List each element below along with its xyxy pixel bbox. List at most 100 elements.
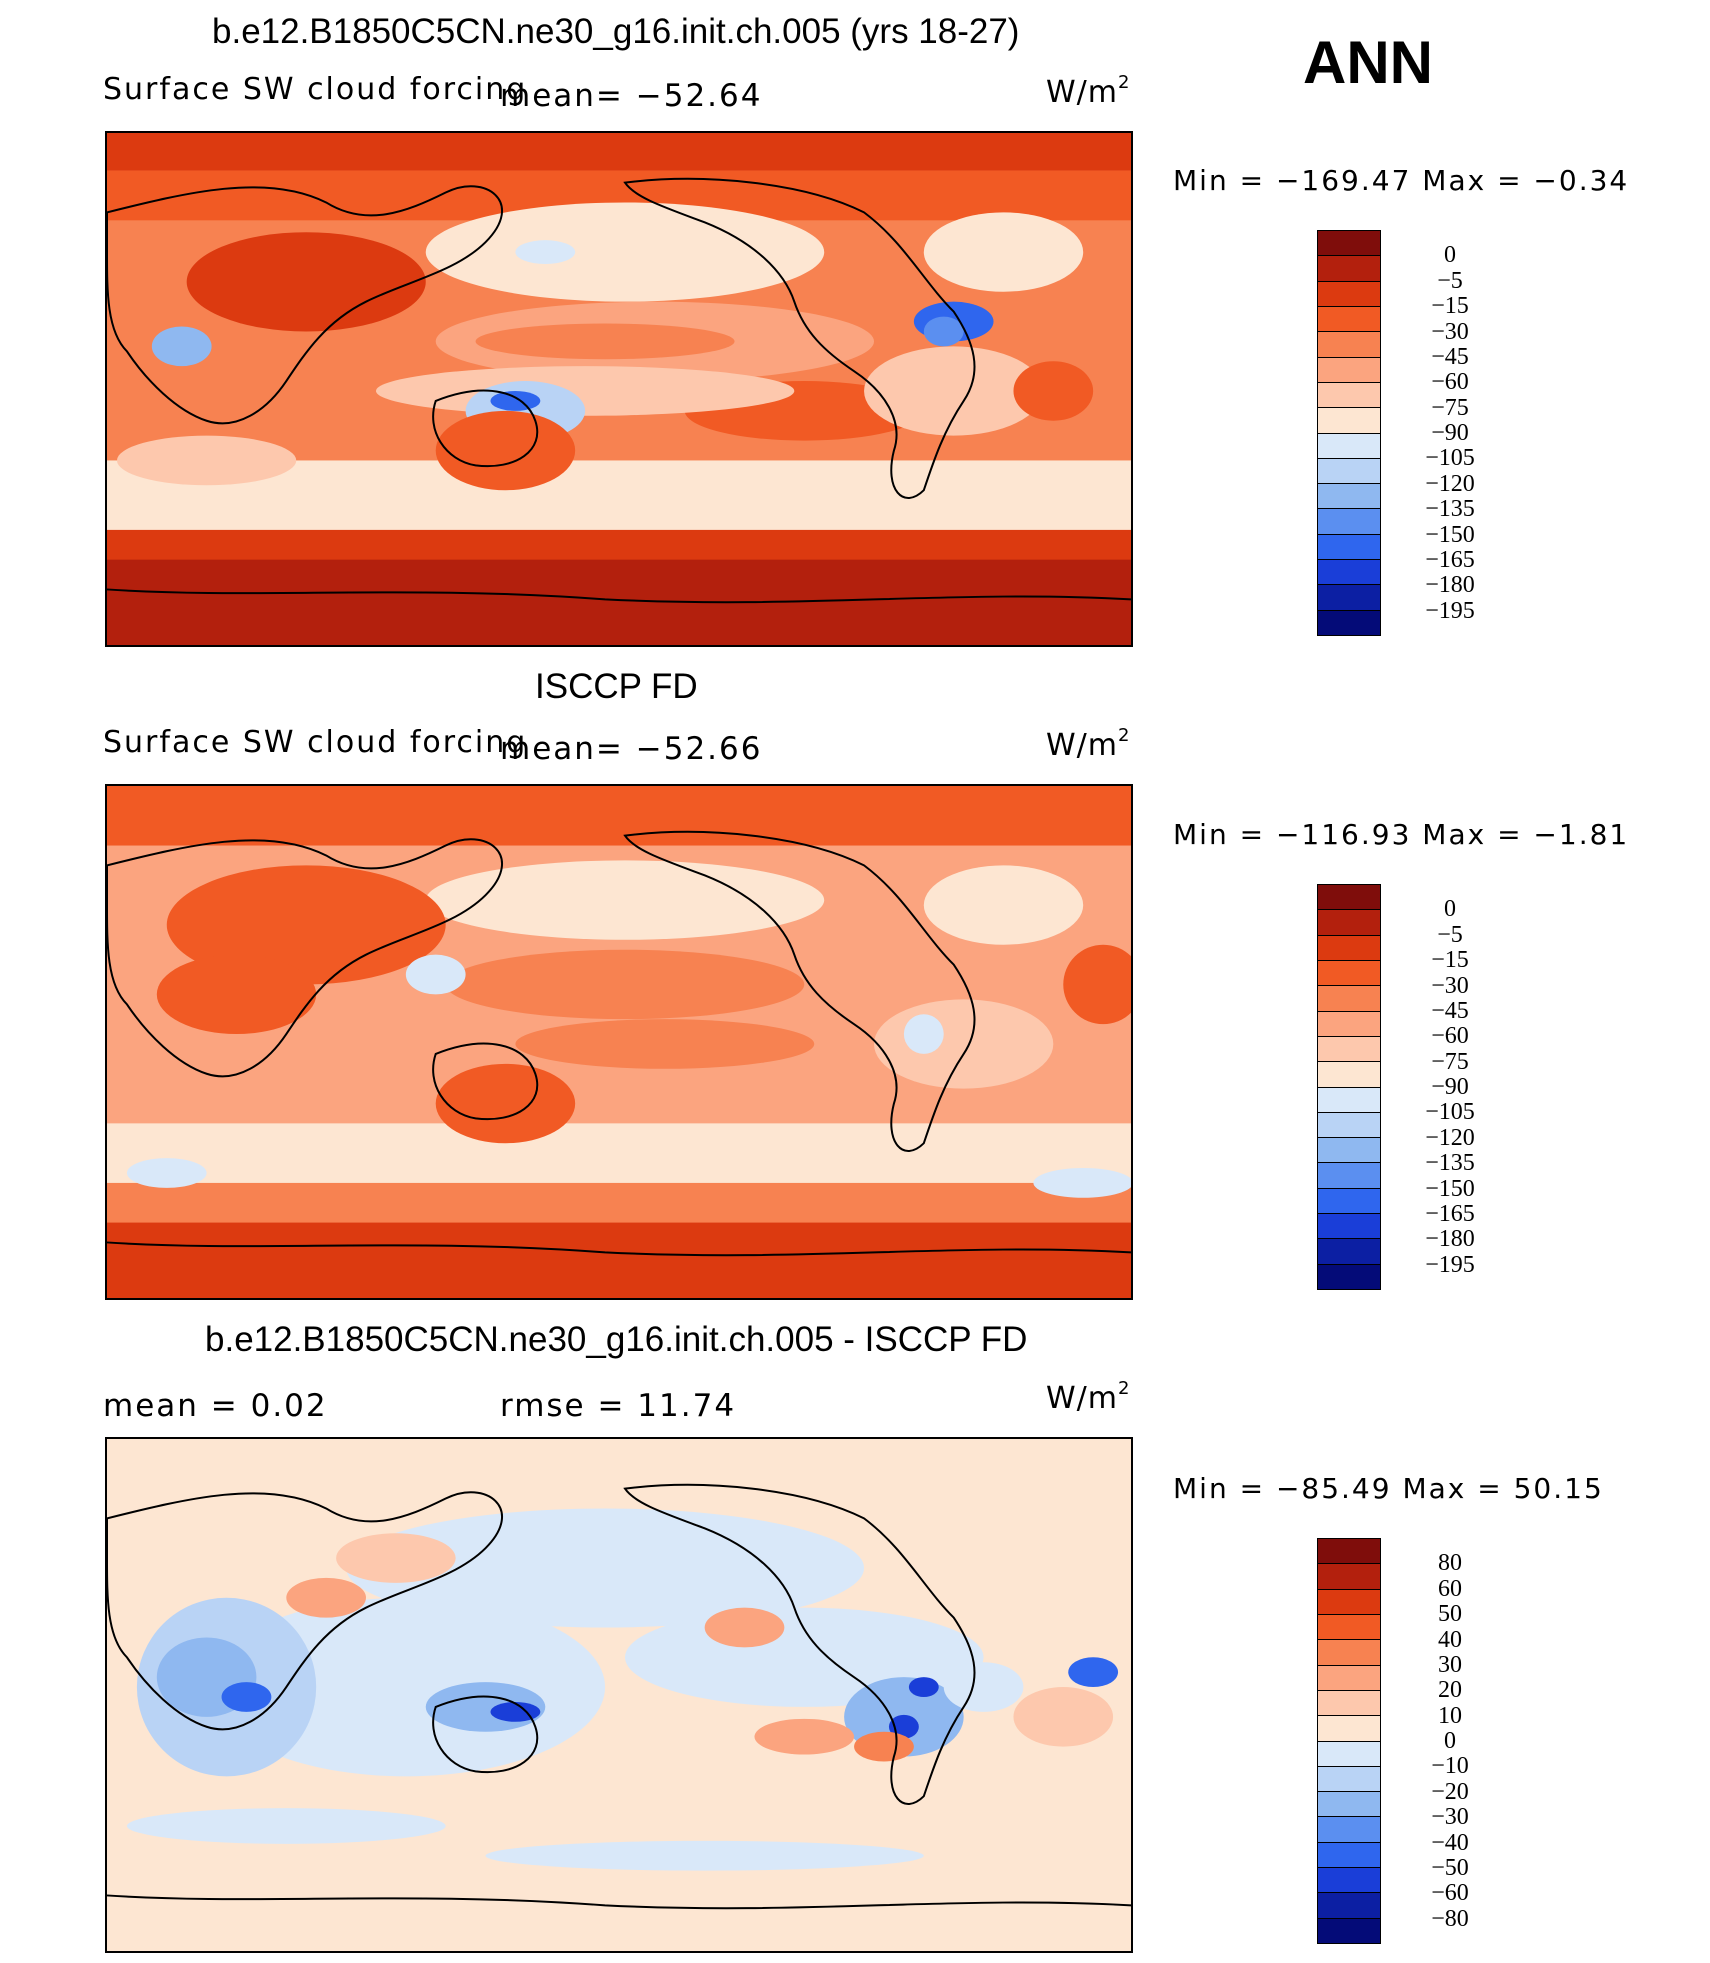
colorbar-tick-label: −30 [1431, 972, 1469, 999]
panel-1-mean-label: mean= −52.64 [500, 78, 763, 114]
colorbar-swatch [1318, 256, 1380, 282]
colorbar-swatch [1318, 484, 1380, 510]
colorbar-tick-label: −80 [1431, 1905, 1469, 1932]
colorbar-tick-label: −30 [1431, 318, 1469, 345]
colorbar-tick-label: −120 [1425, 470, 1475, 497]
colorbar-tick-label: 0 [1444, 896, 1456, 923]
colorbar-tick-label: −30 [1431, 1804, 1469, 1831]
colorbar-swatch [1318, 433, 1380, 459]
colorbar-tick-label: −165 [1425, 546, 1475, 573]
colorbar-swatch [1318, 1163, 1380, 1189]
colorbar-swatch [1318, 1690, 1380, 1717]
panel-1-colorbar [1317, 230, 1381, 636]
season-label: ANN [1303, 29, 1433, 96]
colorbar-swatch [1318, 986, 1380, 1012]
colorbar-swatch [1318, 1614, 1380, 1641]
panel-2-mean-label: mean= −52.66 [500, 731, 763, 767]
colorbar-swatch [1318, 960, 1380, 987]
panel-1-map [105, 131, 1133, 647]
panel-1-min-max: Min = −169.47 Max = −0.34 [1173, 164, 1630, 197]
colorbar-tick-label: −150 [1425, 521, 1475, 548]
colorbar-swatch [1318, 357, 1380, 383]
colorbar-swatch [1318, 1716, 1380, 1742]
colorbar-swatch [1318, 509, 1380, 535]
colorbar-tick-label: −75 [1431, 394, 1469, 421]
colorbar-swatch [1318, 1188, 1380, 1215]
colorbar-tick-label: −5 [1437, 921, 1463, 948]
colorbar-swatch [1318, 1011, 1380, 1037]
panel-3-colorbar [1317, 1538, 1381, 1944]
colorbar-tick-label: −180 [1425, 1226, 1475, 1253]
colorbar-swatch [1318, 306, 1380, 333]
colorbar-swatch [1318, 1539, 1380, 1565]
colorbar-swatch [1318, 1036, 1380, 1063]
colorbar-tick-label: −180 [1425, 572, 1475, 599]
colorbar-swatch [1318, 1842, 1380, 1869]
panel-3-mean-label: mean = 0.02 [103, 1388, 328, 1424]
colorbar-tick-label: −105 [1425, 1099, 1475, 1126]
colorbar-tick-label: −60 [1431, 1023, 1469, 1050]
colorbar-swatch [1318, 534, 1380, 561]
panel-2-map [105, 784, 1133, 1300]
colorbar-swatch [1318, 382, 1380, 409]
colorbar-tick-label: −90 [1431, 420, 1469, 446]
colorbar-tick-label: −135 [1425, 496, 1475, 523]
colorbar-tick-label: −15 [1431, 293, 1469, 320]
colorbar-swatch [1318, 1665, 1380, 1691]
panel-3-min-max: Min = −85.49 Max = 50.15 [1173, 1472, 1604, 1505]
colorbar-swatch [1318, 1640, 1380, 1666]
colorbar-swatch [1318, 560, 1380, 586]
panel-1-units: W/m2 [1046, 72, 1130, 110]
colorbar-swatch [1318, 1893, 1380, 1919]
panel-1-variable-label: Surface SW cloud forcing [103, 72, 528, 107]
panel-1-map-svg [107, 133, 1131, 645]
colorbar-tick-label: −135 [1425, 1150, 1475, 1177]
colorbar-swatch [1318, 1868, 1380, 1894]
colorbar-tick-label: −90 [1431, 1074, 1469, 1100]
panel-3-map-svg [107, 1439, 1131, 1951]
colorbar-tick-label: 10 [1438, 1702, 1462, 1729]
colorbar-tick-label: 40 [1438, 1626, 1462, 1653]
colorbar-swatch [1318, 458, 1380, 485]
colorbar-tick-label: −20 [1431, 1778, 1469, 1805]
colorbar-tick-label: 20 [1438, 1677, 1462, 1704]
panel-2-units: W/m2 [1046, 725, 1130, 763]
colorbar-swatch [1318, 1264, 1380, 1289]
colorbar-swatch [1318, 1918, 1380, 1943]
colorbar-tick-label: −40 [1431, 1829, 1469, 1856]
colorbar-tick-label: −5 [1437, 267, 1463, 294]
colorbar-swatch [1318, 231, 1380, 257]
colorbar-tick-label: −150 [1425, 1175, 1475, 1202]
panel-1-colorbar-labels: 0 −5 −15 −30 −45 −60 −75 −90 −105 −120 −135 −150 −16… [1390, 230, 1510, 636]
panel-3-title: b.e12.B1850C5CN.ne30_g16.init.ch.005 - I… [205, 1320, 1028, 1359]
colorbar-swatch [1318, 281, 1380, 307]
colorbar-tick-label: −195 [1425, 1251, 1475, 1278]
colorbar-tick-label: −45 [1431, 997, 1469, 1024]
panel-3-map [105, 1437, 1133, 1953]
colorbar-tick-label: 0 [1444, 1728, 1456, 1754]
panel-3-units: W/m2 [1046, 1378, 1130, 1416]
colorbar-tick-label: 60 [1438, 1575, 1462, 1602]
panel-2-colorbar [1317, 884, 1381, 1290]
panel-2-map-svg [107, 786, 1131, 1298]
colorbar-swatch [1318, 1741, 1380, 1767]
colorbar-swatch [1318, 332, 1380, 358]
panel-2-colorbar-labels: 0 −5 −15 −30 −45 −60 −75 −90 −105 −120 −135 −150 −16… [1390, 884, 1510, 1290]
colorbar-swatch [1318, 610, 1380, 635]
colorbar-swatch [1318, 1062, 1380, 1088]
colorbar-swatch [1318, 1112, 1380, 1139]
colorbar-tick-label: 30 [1438, 1651, 1462, 1678]
colorbar-swatch [1318, 1214, 1380, 1240]
colorbar-swatch [1318, 935, 1380, 961]
colorbar-tick-label: 50 [1438, 1601, 1462, 1628]
colorbar-tick-label: −60 [1431, 369, 1469, 396]
colorbar-tick-label: −120 [1425, 1124, 1475, 1151]
panel-2-variable-label: Surface SW cloud forcing [103, 725, 528, 760]
colorbar-tick-label: −50 [1431, 1854, 1469, 1881]
colorbar-swatch [1318, 910, 1380, 936]
colorbar-tick-label: −75 [1431, 1048, 1469, 1075]
colorbar-tick-label: −15 [1431, 947, 1469, 974]
panel-3-colorbar-labels: 80 60 50 40 30 20 10 0 −10 −20 −30 −40 −50 −60 −80 [1390, 1538, 1510, 1944]
colorbar-tick-label: 0 [1444, 242, 1456, 269]
colorbar-tick-label: −195 [1425, 597, 1475, 624]
